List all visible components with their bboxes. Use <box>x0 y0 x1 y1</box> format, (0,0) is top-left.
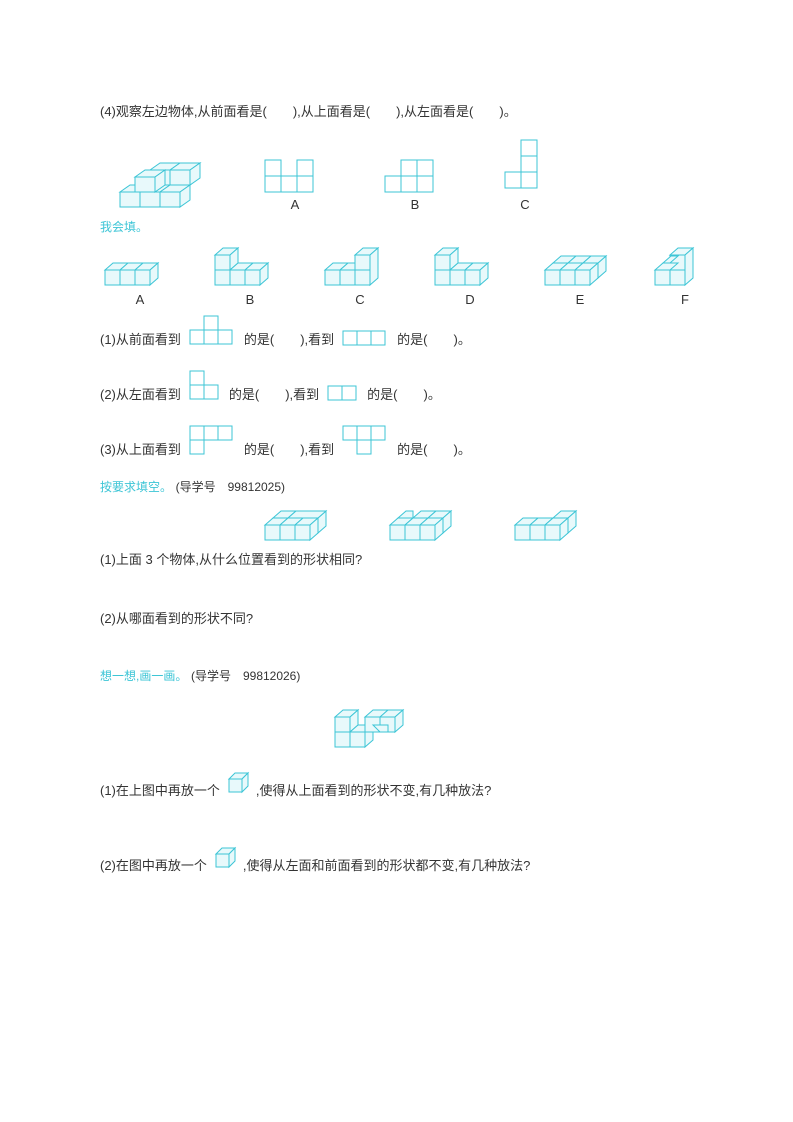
q4-solid <box>100 142 210 212</box>
s3-guide: (导学号 99812025) <box>176 480 285 494</box>
label-b: B <box>380 197 450 212</box>
s2-label-b: B <box>210 292 290 307</box>
q4-figures: A B C <box>100 135 693 212</box>
s2-q2-pre: (2)从左面看到 <box>100 384 181 403</box>
q4-option-b: B <box>380 155 450 212</box>
section3-header: 按要求填空。 (导学号 99812025) <box>100 478 693 495</box>
s2-q2-end: 的是( )。 <box>367 384 441 403</box>
cube-icon-1 <box>224 764 252 799</box>
s2-label-e: E <box>540 292 620 307</box>
s2-q1: (1)从前面看到 的是( ),看到 的是( )。 <box>100 313 693 348</box>
s4-q2-end: ,使得从左面和前面看到的形状都不变,有几种放法? <box>243 855 530 874</box>
s4-q1-pre: (1)在上图中再放一个 <box>100 780 220 799</box>
section2-figures: A B C D <box>100 245 693 307</box>
s2-q3-mid: 的是( ),看到 <box>244 439 334 458</box>
s4-main-figure <box>330 692 693 752</box>
s2-q2-mid: 的是( ),看到 <box>229 384 319 403</box>
s4-q2-pre: (2)在图中再放一个 <box>100 855 207 874</box>
s4-q2: (2)在图中再放一个 ,使得从左面和前面看到的形状都不变,有几种放法? <box>100 839 693 874</box>
s3-fig1 <box>260 503 345 543</box>
s3-figures <box>260 503 693 543</box>
shape-a-icon <box>260 155 330 195</box>
s3-q1-text: (1)上面 3 个物体,从什么位置看到的形状相同? <box>100 549 362 568</box>
s2-q3-pre: (3)从上面看到 <box>100 439 181 458</box>
s3-q1: (1)上面 3 个物体,从什么位置看到的形状相同? <box>100 549 693 568</box>
fig-d: D <box>430 245 510 307</box>
s2-q3-shape1 <box>185 423 240 458</box>
s4-q1-end: ,使得从上面看到的形状不变,有几种放法? <box>256 780 491 799</box>
section2-title: 我会填。 <box>100 218 693 235</box>
s4-guide: (导学号 99812026) <box>191 669 300 683</box>
s2-label-a: A <box>100 292 180 307</box>
s4-title: 想一想,画一画。 <box>100 669 187 683</box>
s3-fig3 <box>510 503 595 543</box>
s2-q2-shape2 <box>323 383 363 403</box>
s2-q1-shape2 <box>338 328 393 348</box>
s2-q2-shape1 <box>185 368 225 403</box>
s2-q1-end: 的是( )。 <box>397 329 471 348</box>
s2-label-c: C <box>320 292 400 307</box>
q4-solid-svg <box>100 142 210 212</box>
q4-option-a: A <box>260 155 330 212</box>
s2-q1-pre: (1)从前面看到 <box>100 329 181 348</box>
s2-label-f: F <box>650 292 720 307</box>
cube-icon-2 <box>211 839 239 874</box>
s3-title: 按要求填空。 <box>100 480 172 494</box>
section4-header: 想一想,画一画。 (导学号 99812026) <box>100 667 693 684</box>
q4-text: (4)观察左边物体,从前面看是( ),从上面看是( ),从左面看是( )。 <box>100 100 517 123</box>
s2-q3-shape2 <box>338 423 393 458</box>
s3-q2: (2)从哪面看到的形状不同? <box>100 608 693 627</box>
s2-q3-end: 的是( )。 <box>397 439 471 458</box>
shape-b-icon <box>380 155 450 195</box>
fig-c: C <box>320 245 400 307</box>
label-a: A <box>260 197 330 212</box>
fig-b: B <box>210 245 290 307</box>
s2-q2: (2)从左面看到 的是( ),看到 的是( )。 <box>100 368 693 403</box>
fig-a: A <box>100 245 180 307</box>
shape-c-icon <box>500 135 550 195</box>
label-c: C <box>500 197 550 212</box>
s2-q1-shape1 <box>185 313 240 348</box>
q4-prompt: (4)观察左边物体,从前面看是( ),从上面看是( ),从左面看是( )。 <box>100 100 693 123</box>
fig-f: F <box>650 245 720 307</box>
s2-label-d: D <box>430 292 510 307</box>
s2-q3: (3)从上面看到 的是( ),看到 的是( )。 <box>100 423 693 458</box>
q4-option-c: C <box>500 135 550 212</box>
fig-e: E <box>540 245 620 307</box>
s2-q1-mid: 的是( ),看到 <box>244 329 334 348</box>
s3-q2-text: (2)从哪面看到的形状不同? <box>100 608 253 627</box>
s4-q1: (1)在上图中再放一个 ,使得从上面看到的形状不变,有几种放法? <box>100 764 693 799</box>
s3-fig2 <box>385 503 470 543</box>
